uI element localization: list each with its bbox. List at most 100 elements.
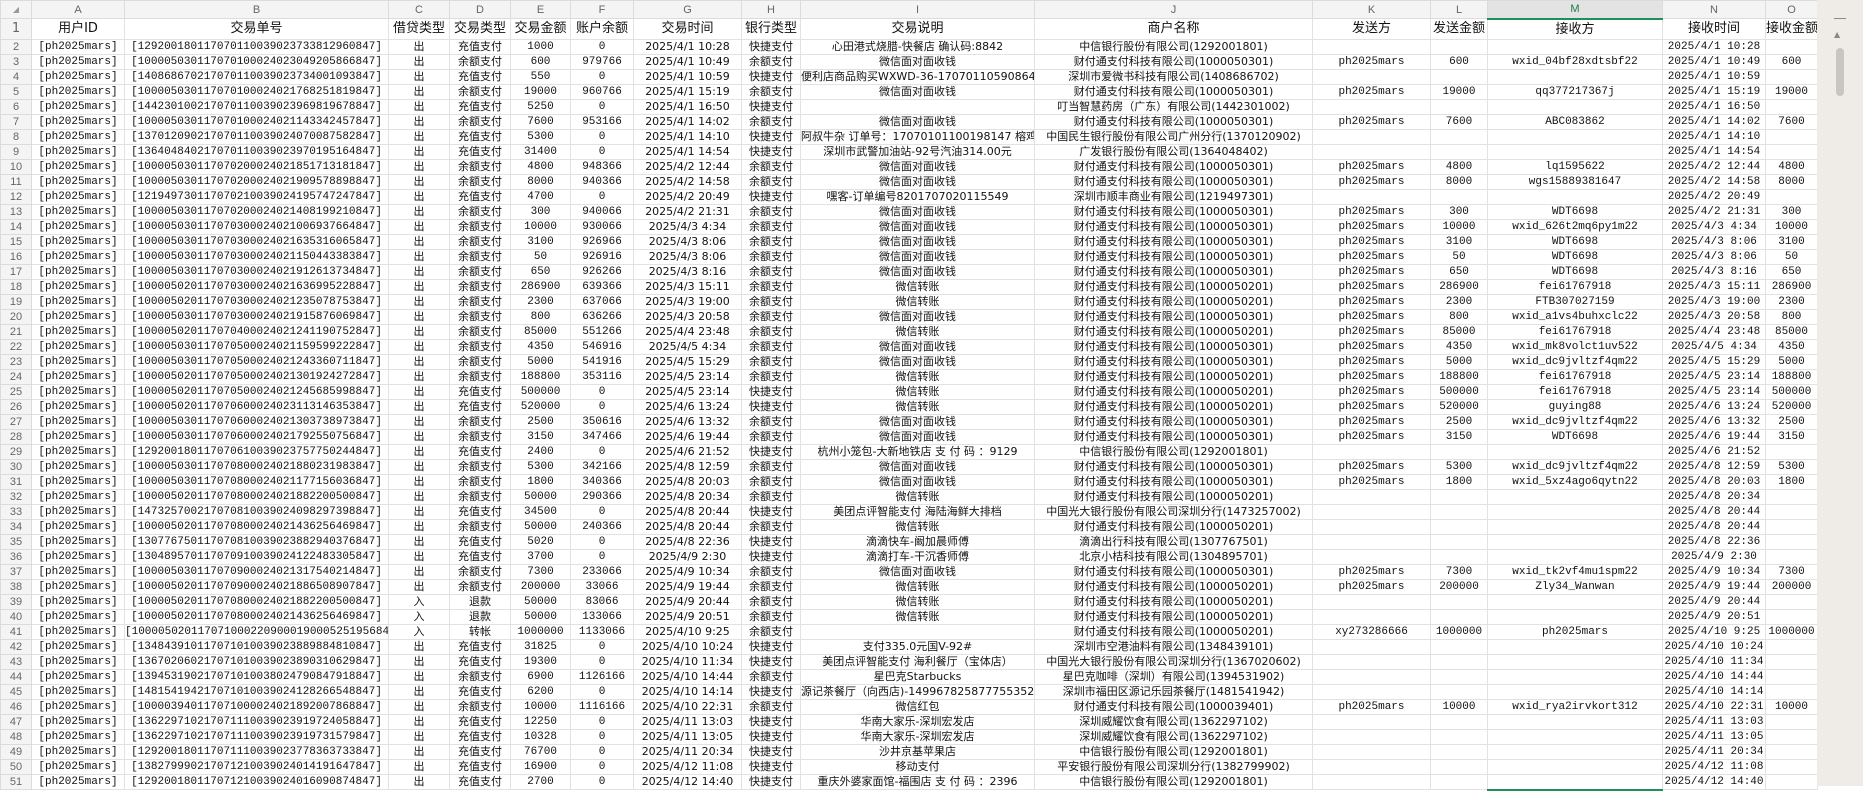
cell-D[interactable]: 余额支付 — [449, 578, 511, 595]
cell-H[interactable]: 余额支付 — [741, 698, 801, 715]
cell-D[interactable]: 充值支付 — [449, 38, 511, 55]
cell-L[interactable] — [1430, 713, 1488, 730]
cell-K[interactable]: xy273286666 — [1312, 623, 1431, 640]
cell-N[interactable]: 2025/4/8 20:44 — [1662, 503, 1766, 520]
cell-F[interactable]: 233066 — [570, 563, 634, 580]
cell-E[interactable]: 50 — [510, 248, 571, 265]
cell-I[interactable]: 源记茶餐厅（向西店)-1499678258777553​52 — [800, 683, 1035, 700]
scroll-up-arrow-icon[interactable]: ▲ — [1834, 30, 1841, 39]
cell-B[interactable]: [136229710217071110039023919724058847] — [124, 713, 389, 730]
cell-E[interactable]: 300 — [510, 203, 571, 220]
cell-B[interactable]: [100005020117070500024021301924272847] — [124, 368, 389, 385]
cell-D[interactable]: 余额支付 — [449, 83, 511, 100]
cell-I[interactable]: 沙井京基苹果店 — [800, 743, 1035, 760]
cell-C[interactable]: 出 — [388, 758, 450, 775]
cell-M[interactable]: fei61767918 — [1487, 383, 1663, 400]
cell-L[interactable]: 500000 — [1430, 383, 1488, 400]
cell-G[interactable]: 2025/4/5 23:14 — [633, 368, 742, 385]
cell-K[interactable] — [1312, 443, 1431, 460]
row-number[interactable]: 15 — [0, 233, 32, 250]
cell-I[interactable]: 星巴克Starbucks — [800, 668, 1035, 685]
cell-K[interactable] — [1312, 758, 1431, 775]
cell-L[interactable]: 7600 — [1430, 113, 1488, 130]
cell-C[interactable]: 出 — [388, 308, 450, 325]
cell-G[interactable]: 2025/4/3 20:58 — [633, 308, 742, 325]
row-number[interactable]: 4 — [0, 68, 32, 85]
cell-M[interactable] — [1487, 503, 1663, 520]
cell-G[interactable]: 2025/4/8 20:03 — [633, 473, 742, 490]
cell-A[interactable]: [ph2025mars] — [31, 308, 125, 325]
column-header-M[interactable]: M — [1487, 0, 1663, 20]
cell-N[interactable]: 2025/4/9 20:44 — [1662, 593, 1766, 610]
cell-I[interactable]: 微信面对面收钱 — [800, 308, 1035, 325]
cell-H[interactable]: 快捷支付 — [741, 143, 801, 160]
cell-J[interactable]: 财付通支付科技有限公司(1000050301) — [1034, 173, 1313, 190]
cell-F[interactable]: 0 — [570, 773, 634, 790]
cell-C[interactable]: 出 — [388, 533, 450, 550]
cell-F[interactable]: 0 — [570, 143, 634, 160]
cell-J[interactable]: 叮当智慧药房（广东）有限公司(1442301002) — [1034, 98, 1313, 115]
cell-K[interactable] — [1312, 533, 1431, 550]
cell-G[interactable]: 2025/4/3 19:00 — [633, 293, 742, 310]
cell-H[interactable]: 快捷支付 — [741, 683, 801, 700]
cell-B[interactable]: [121949730117070210039024195747247847] — [124, 188, 389, 205]
cell-J[interactable]: 深圳威耀饮食有限公司(1362297102) — [1034, 713, 1313, 730]
cell-A[interactable]: [ph2025mars] — [31, 83, 125, 100]
cell-J[interactable]: 平安银行股份有限公司深圳分行(1382799902) — [1034, 758, 1313, 775]
cell-M[interactable]: WDT6698 — [1487, 263, 1663, 280]
cell-C[interactable]: 入 — [388, 608, 450, 625]
row-number[interactable]: 42 — [0, 638, 32, 655]
cell-A[interactable]: [ph2025mars] — [31, 533, 125, 550]
cell-J[interactable]: 财付通支付科技有限公司(1000050201) — [1034, 398, 1313, 415]
cell-I[interactable]: 微信转账 — [800, 368, 1035, 385]
cell-D[interactable]: 充值支付 — [449, 743, 511, 760]
column-header-C[interactable]: C — [388, 0, 450, 19]
cell-A[interactable]: [ph2025mars] — [31, 383, 125, 400]
cell-J[interactable]: 财付通支付科技有限公司(1000050201) — [1034, 323, 1313, 340]
cell-O[interactable]: 520000 — [1765, 398, 1818, 415]
cell-G[interactable]: 2025/4/3 15:11 — [633, 278, 742, 295]
cell-E[interactable]: 10328 — [510, 728, 571, 745]
cell-D[interactable]: 余额支付 — [449, 413, 511, 430]
cell-M[interactable] — [1487, 518, 1663, 535]
cell-I[interactable]: 微信面对面收钱 — [800, 248, 1035, 265]
cell-K[interactable] — [1312, 518, 1431, 535]
cell-M[interactable]: fei61767918 — [1487, 278, 1663, 295]
cell-C[interactable]: 入 — [388, 623, 450, 640]
row-number[interactable]: 18 — [0, 278, 32, 295]
cell-J[interactable]: 财付通支付科技有限公司(1000050301) — [1034, 428, 1313, 445]
cell-O[interactable]: 1000000 — [1765, 623, 1818, 640]
cell-N[interactable]: 2025/4/4 23:48 — [1662, 323, 1766, 340]
column-header-O[interactable]: O — [1765, 0, 1818, 19]
cell-A[interactable]: [ph2025mars] — [31, 518, 125, 535]
cell-G[interactable]: 2025/4/8 22:36 — [633, 533, 742, 550]
cell-I[interactable]: 微信转账 — [800, 608, 1035, 625]
cell-B[interactable]: [139453190217071010038024790847918847] — [124, 668, 389, 685]
cell-L[interactable] — [1430, 758, 1488, 775]
cell-D[interactable]: 充值支付 — [449, 98, 511, 115]
cell-N[interactable]: 2025/4/3 19:00 — [1662, 293, 1766, 310]
cell-E[interactable]: 6900 — [510, 668, 571, 685]
cell-K[interactable]: ph2025mars — [1312, 233, 1431, 250]
cell-I[interactable]: 微信面对面收钱 — [800, 413, 1035, 430]
cell-O[interactable]: 50 — [1765, 248, 1818, 265]
cell-C[interactable]: 出 — [388, 563, 450, 580]
cell-M[interactable] — [1487, 143, 1663, 160]
cell-O[interactable]: 8000 — [1765, 173, 1818, 190]
cell-I[interactable]: 便利店商品购买WXWD-36-17070110590864 — [800, 68, 1035, 85]
cell-J[interactable]: 财付通支付科技有限公司(1000050301) — [1034, 308, 1313, 325]
cell-N[interactable]: 2025/4/8 20:03 — [1662, 473, 1766, 490]
cell-E[interactable]: 16900 — [510, 758, 571, 775]
cell-B[interactable]: [100005020117071000220900019000525195684… — [124, 623, 389, 640]
cell-H[interactable]: 余额支付 — [741, 203, 801, 220]
cell-I[interactable] — [800, 623, 1035, 640]
cell-G[interactable]: 2025/4/9 2:30 — [633, 548, 742, 565]
cell-O[interactable] — [1765, 68, 1818, 85]
cell-K[interactable]: ph2025mars — [1312, 563, 1431, 580]
cell-N[interactable]: 2025/4/3 4:34 — [1662, 218, 1766, 235]
cell-I[interactable]: 杭州小笼包-大新地铁店 支 付 码 ：9129 — [800, 443, 1035, 460]
cell-C[interactable]: 出 — [388, 83, 450, 100]
cell-L[interactable]: 1800 — [1430, 473, 1488, 490]
cell-F[interactable]: 0 — [570, 98, 634, 115]
cell-B[interactable]: [100005030117070500024021159599222847] — [124, 338, 389, 355]
